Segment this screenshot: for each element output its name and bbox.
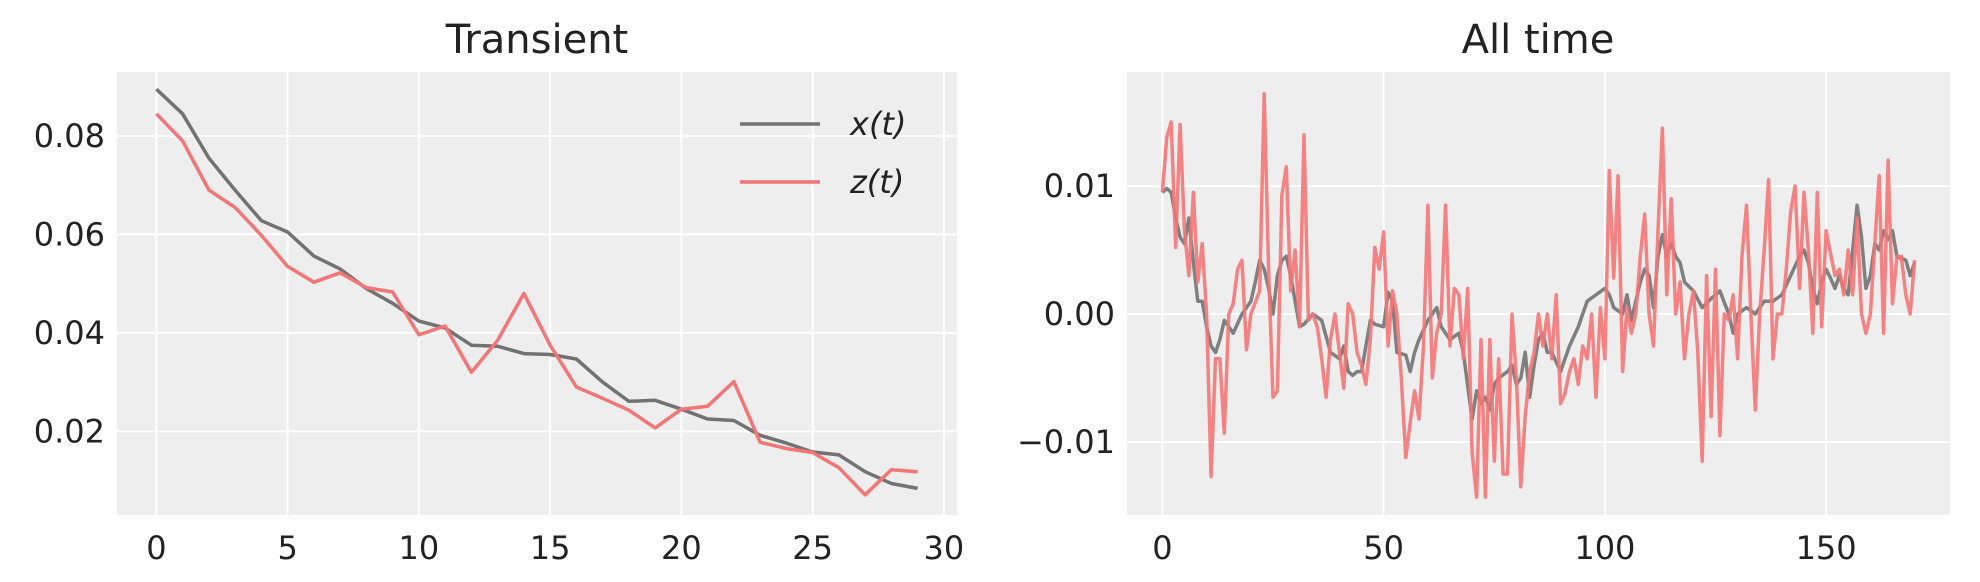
z-t-series-line — [155, 112, 918, 497]
x-tick-label: 150 — [1796, 529, 1857, 567]
y-tick-label: 0.08 — [34, 117, 105, 155]
x-t-series-line — [1161, 186, 1917, 421]
x-tick-label: 30 — [924, 529, 965, 567]
y-tick-label: −0.01 — [1017, 423, 1115, 461]
x-tick-label: 10 — [399, 529, 440, 567]
legend-label-x: x(t) — [849, 105, 906, 143]
transient-plot-area — [117, 72, 957, 515]
transient-y-ticks: 0.02 0.04 0.06 0.08 — [34, 117, 105, 450]
transient-title: Transient — [445, 17, 628, 63]
all-time-x-ticks: 0 50 100 150 — [1152, 529, 1856, 567]
all-time-y-ticks: −0.01 0.00 0.01 — [1017, 167, 1115, 461]
transient-legend: x(t) z(t) — [740, 105, 906, 201]
x-tick-label: 100 — [1574, 529, 1635, 567]
x-tick-label: 0 — [1152, 529, 1172, 567]
y-tick-label: 0.04 — [34, 314, 105, 352]
y-tick-label: 0.02 — [34, 412, 105, 450]
x-tick-label: 50 — [1363, 529, 1404, 567]
y-tick-label: 0.00 — [1044, 295, 1115, 333]
x-tick-label: 5 — [277, 529, 297, 567]
y-tick-label: 0.01 — [1044, 167, 1115, 205]
x-tick-label: 15 — [530, 529, 571, 567]
x-tick-label: 25 — [792, 529, 833, 567]
transient-x-ticks: 0 5 10 15 20 25 30 — [146, 529, 964, 567]
transient-panel: Transient 0 5 10 15 20 25 30 0.020.040.060.08 … — [34, 17, 964, 567]
legend-label-z: z(t) — [849, 163, 904, 201]
all-time-panel: All time 0 50 100 150 −0.01 0.00 0.01 — [1017, 17, 1950, 567]
z-t-series-line — [1160, 92, 1917, 499]
all-time-series — [1160, 92, 1917, 499]
x-tick-label: 0 — [146, 529, 166, 567]
x-t-series-line — [155, 87, 918, 491]
x-tick-label: 20 — [661, 529, 702, 567]
all-time-title: All time — [1462, 17, 1615, 63]
transient-series — [155, 87, 918, 497]
y-tick-label: 0.06 — [34, 215, 105, 253]
transient-grid — [117, 72, 957, 515]
